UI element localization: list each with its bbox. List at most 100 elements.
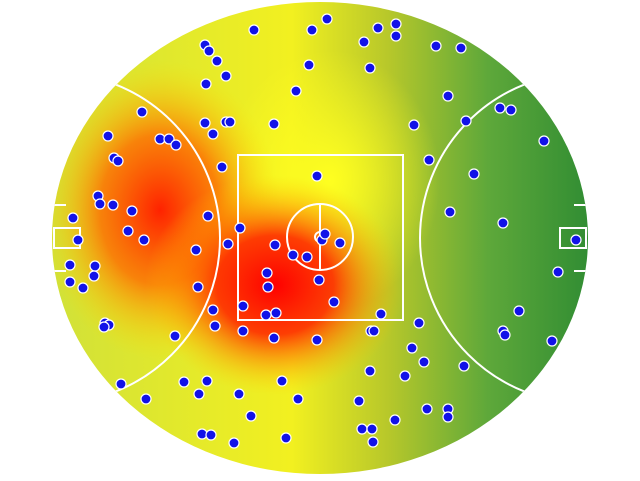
point — [389, 414, 401, 426]
point — [367, 436, 379, 448]
point — [201, 375, 213, 387]
point — [458, 360, 470, 372]
point — [269, 239, 281, 251]
point — [319, 228, 331, 240]
point — [98, 321, 110, 333]
point — [399, 370, 411, 382]
point — [138, 234, 150, 246]
point — [366, 423, 378, 435]
point — [209, 320, 221, 332]
point — [222, 238, 234, 250]
point — [237, 325, 249, 337]
point — [207, 304, 219, 316]
point — [202, 210, 214, 222]
point — [292, 393, 304, 405]
point — [89, 260, 101, 272]
point — [375, 308, 387, 320]
point — [112, 155, 124, 167]
point — [328, 296, 340, 308]
point — [170, 139, 182, 151]
point — [270, 307, 282, 319]
point — [237, 300, 249, 312]
point — [228, 437, 240, 449]
point — [94, 198, 106, 210]
point — [444, 206, 456, 218]
point — [570, 234, 582, 246]
point — [468, 168, 480, 180]
point — [262, 281, 274, 293]
point — [455, 42, 467, 54]
point — [287, 249, 299, 261]
point — [311, 170, 323, 182]
point — [538, 135, 550, 147]
point — [136, 106, 148, 118]
point — [442, 90, 454, 102]
point — [421, 403, 433, 415]
point — [552, 266, 564, 278]
point — [268, 118, 280, 130]
point — [546, 335, 558, 347]
point — [368, 325, 380, 337]
point — [390, 30, 402, 42]
point — [248, 24, 260, 36]
point — [353, 395, 365, 407]
point — [406, 342, 418, 354]
point — [122, 225, 134, 237]
point — [505, 104, 517, 116]
point — [358, 36, 370, 48]
point — [260, 309, 272, 321]
point — [193, 388, 205, 400]
point — [178, 376, 190, 388]
point — [203, 45, 215, 57]
point — [163, 133, 175, 145]
point — [430, 40, 442, 52]
point — [413, 317, 425, 329]
point — [497, 217, 509, 229]
point — [224, 116, 236, 128]
point — [205, 429, 217, 441]
point — [408, 119, 420, 131]
point — [306, 24, 318, 36]
point — [268, 332, 280, 344]
point — [290, 85, 302, 97]
point — [372, 22, 384, 34]
point — [234, 222, 246, 234]
point — [199, 117, 211, 129]
point — [200, 78, 212, 90]
point — [102, 130, 114, 142]
point — [64, 259, 76, 271]
point — [418, 356, 430, 368]
point — [140, 393, 152, 405]
point — [356, 423, 368, 435]
point — [64, 276, 76, 288]
point — [115, 378, 127, 390]
point — [276, 375, 288, 387]
point — [220, 70, 232, 82]
point — [211, 55, 223, 67]
point — [390, 18, 402, 30]
point — [88, 270, 100, 282]
point — [280, 432, 292, 444]
point — [190, 244, 202, 256]
point — [261, 267, 273, 279]
point — [303, 59, 315, 71]
point — [245, 410, 257, 422]
point — [513, 305, 525, 317]
point — [334, 237, 346, 249]
point — [126, 205, 138, 217]
point — [364, 62, 376, 74]
point — [499, 329, 511, 341]
point — [77, 282, 89, 294]
point — [207, 128, 219, 140]
point — [301, 251, 313, 263]
point — [494, 102, 506, 114]
point — [311, 334, 323, 346]
point — [216, 161, 228, 173]
point — [313, 274, 325, 286]
point — [364, 365, 376, 377]
point — [321, 13, 333, 25]
point — [72, 234, 84, 246]
point — [442, 411, 454, 423]
